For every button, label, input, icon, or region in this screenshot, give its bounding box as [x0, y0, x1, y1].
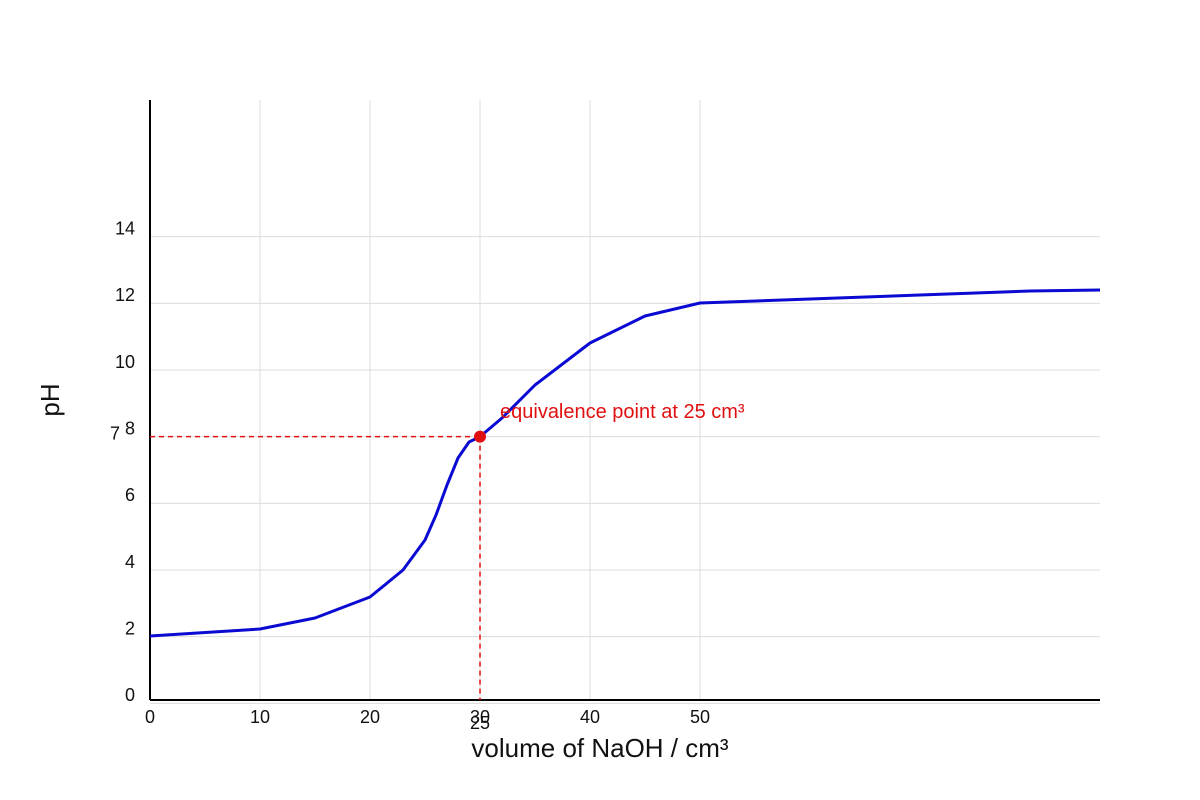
y-tick-label: 8 [125, 418, 135, 438]
y-tick-label: 6 [125, 485, 135, 505]
equivalence-y-label: 7 [110, 423, 120, 443]
y-tick-label: 0 [125, 685, 135, 705]
line-series [149, 288, 1101, 638]
x-tick-label: 0 [145, 707, 155, 727]
equivalence-point [474, 430, 487, 443]
x-axis-label: volume of NaOH / cm³ [471, 733, 729, 763]
y-tick-label: 10 [115, 352, 135, 372]
x-tick-label: 10 [250, 707, 270, 727]
y-tick-label: 2 [125, 618, 135, 638]
x-tick-label: 50 [690, 707, 710, 727]
equivalence-x-label: 25 [470, 713, 490, 733]
equivalence-label: equivalence point at 25 cm³ [500, 401, 745, 423]
y-tick-label: 12 [115, 285, 135, 305]
y-tick-label: 14 [115, 218, 135, 238]
y-tick-label: 4 [125, 552, 135, 572]
x-tick-label: 30 [470, 707, 490, 727]
x-tick-label: 20 [360, 707, 380, 727]
x-tick-label: 40 [580, 707, 600, 727]
y-axis-label: pH [35, 383, 65, 416]
